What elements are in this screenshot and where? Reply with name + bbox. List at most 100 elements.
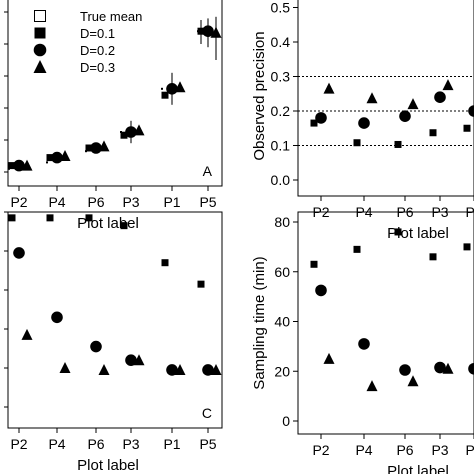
triangle-point: [98, 140, 110, 152]
x-tick-label: P3: [122, 436, 139, 452]
square-point: [8, 162, 16, 170]
square-point: [85, 144, 93, 152]
triangle-point: [21, 328, 33, 340]
square-point: [353, 139, 361, 147]
panel-B: 0.00.10.20.30.40.5P2P4P6P3P1P5Plot label…: [251, 0, 474, 242]
triangle-point: [174, 363, 186, 375]
y-tick-label: 0.1: [271, 138, 291, 154]
square-point: [161, 259, 169, 267]
square-point: [34, 27, 46, 39]
x-tick-label: P4: [48, 194, 65, 210]
circle-point: [399, 364, 411, 376]
y-tick-label: 20: [274, 363, 290, 379]
square-point: [197, 27, 205, 35]
plot-frame: [7, 211, 223, 429]
triangle-point: [59, 362, 71, 373]
y-tick-label: 0.4: [271, 34, 291, 50]
x-tick-label: P3: [431, 442, 448, 458]
square-point: [120, 222, 128, 230]
y-tick-label: 0.3: [271, 69, 291, 85]
square-point: [197, 280, 205, 288]
circle-point: [13, 247, 25, 259]
circle-point: [166, 83, 178, 95]
triangle-point: [407, 375, 419, 387]
circle-point: [51, 151, 63, 164]
triangle-point: [210, 363, 222, 375]
square-point: [394, 228, 402, 236]
marks: [8, 214, 222, 376]
panel-C: P2 P4 P6 P3 P1 P5 Plot label C: [4, 211, 223, 474]
panel-letter: C: [202, 405, 212, 421]
plot-frame: [297, 211, 474, 435]
square-point: [463, 243, 471, 251]
circle-point: [166, 364, 178, 376]
x-tick-label: P4: [355, 442, 372, 458]
square-point: [161, 91, 169, 99]
circle-point: [468, 105, 474, 117]
legend: True mean D=0.1 D=0.2 D=0.3: [33, 9, 142, 75]
square-point: [46, 214, 54, 222]
x-axis-label: Plot label: [77, 457, 139, 474]
marks: [8, 16, 222, 172]
circle-point: [399, 110, 411, 122]
square-point: [310, 260, 318, 268]
circle-point: [202, 25, 214, 37]
triangle-point: [366, 92, 378, 104]
x-tick-label: P3: [122, 194, 139, 210]
true-mean-marker: [34, 10, 46, 22]
x-tick-label: P1: [163, 436, 180, 452]
triangle-point: [323, 82, 335, 94]
y-tick-label: 0: [282, 413, 290, 429]
circle-point: [434, 91, 446, 103]
square-point: [46, 154, 54, 162]
y-tick-label: 40: [274, 314, 290, 330]
square-point: [429, 129, 437, 137]
circle-point: [468, 362, 474, 375]
circle-point: [125, 126, 137, 138]
triangle-point: [407, 98, 419, 110]
x-tick-label: P2: [10, 194, 27, 210]
x-tick-label: P2: [312, 442, 329, 458]
triangle-point: [210, 26, 222, 38]
triangle-point: [133, 354, 145, 366]
square-point: [394, 140, 402, 148]
y-tick-label: 60: [274, 264, 290, 280]
circle-point: [315, 284, 327, 297]
square-point: [463, 124, 471, 132]
triangle-point: [21, 159, 33, 171]
triangle-point: [366, 380, 378, 392]
y-tick-label: 80: [274, 214, 290, 230]
triangle-point: [323, 352, 335, 364]
triangle-point: [174, 81, 186, 93]
triangle-point: [59, 150, 71, 161]
circle-point: [358, 117, 370, 129]
x-tick-label: P1: [465, 442, 474, 458]
square-point: [85, 214, 93, 222]
circle-point: [90, 142, 102, 154]
triangle-point: [33, 60, 47, 73]
legend-label: D=0.2: [80, 43, 115, 58]
circle-point: [33, 43, 47, 57]
square-point: [353, 245, 361, 253]
square-point: [8, 214, 16, 222]
marks: [298, 76, 474, 148]
x-axis-label: Plot label: [387, 225, 449, 242]
circle-point: [13, 159, 25, 172]
plot-frame: [297, 0, 474, 197]
x-tick-label: P5: [199, 436, 216, 452]
y-axis-label: Sampling time (min): [251, 256, 268, 389]
triangle-point: [442, 79, 454, 91]
circle-point: [125, 354, 137, 367]
y-tick-label: 0.2: [271, 103, 291, 119]
panel-D: 020406080P2P4P6P3P1P5Plot labelSampling …: [251, 211, 474, 474]
marks: [310, 228, 474, 392]
circle-point: [90, 340, 102, 353]
square-point: [429, 253, 437, 261]
legend-label: D=0.3: [80, 60, 115, 75]
x-tick-label: P2: [10, 436, 27, 452]
circle-point: [51, 311, 63, 324]
circle-point: [434, 361, 446, 374]
x-tick-label: P6: [396, 442, 413, 458]
